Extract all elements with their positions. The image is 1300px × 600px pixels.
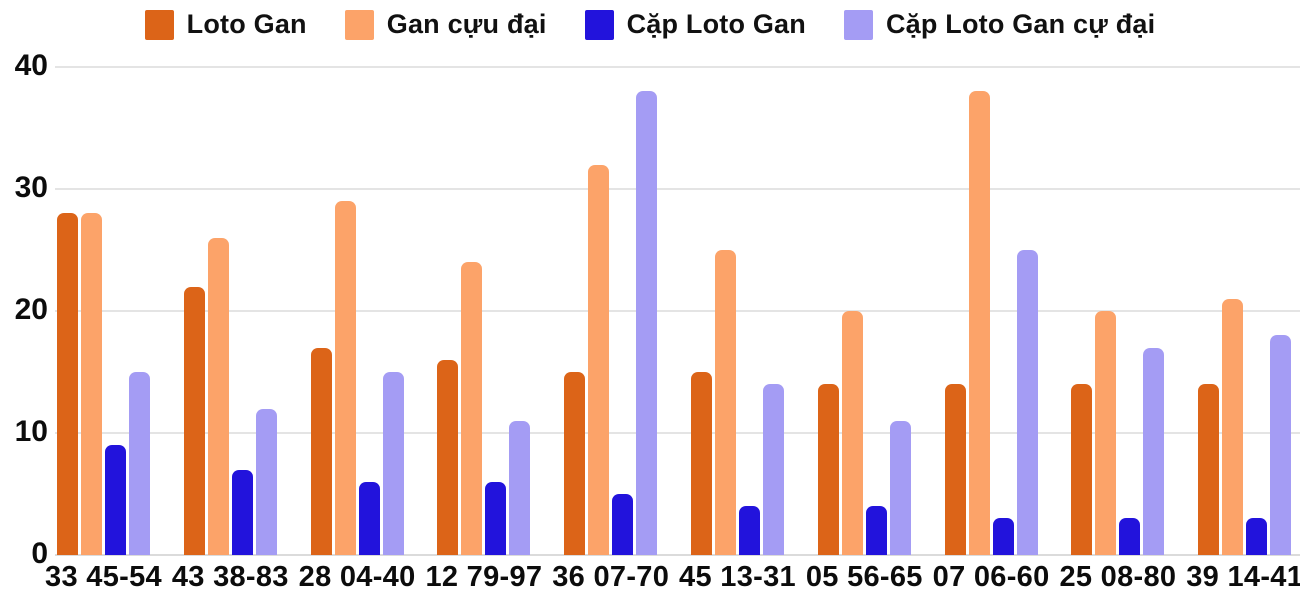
y-axis-label-30: 30 [14, 170, 48, 204]
bar-series2-group8 [1119, 518, 1141, 555]
legend-item-0[interactable]: Loto Gan [144, 9, 307, 40]
gridline-40 [55, 66, 1300, 68]
x-axis-label-6: 05 56-65 [805, 561, 923, 593]
legend-swatch-1 [344, 9, 374, 40]
bar-series1-group7 [968, 91, 990, 555]
y-axis-label-10: 10 [14, 414, 48, 448]
legend-item-2[interactable]: Cặp Loto Gan [584, 9, 806, 40]
x-axis-label-4: 36 07-70 [552, 561, 670, 593]
bar-series2-group2 [358, 481, 380, 555]
legend-item-3[interactable]: Cặp Loto Gan cự đại [843, 9, 1156, 40]
bar-group-7 [944, 91, 1038, 555]
bar-series3-group9 [1270, 335, 1292, 555]
bar-series0-group1 [183, 286, 205, 555]
bar-series3-group7 [1016, 250, 1038, 555]
x-axis-label-0: 33 45-54 [45, 561, 162, 593]
bar-series1-group2 [334, 201, 356, 555]
x-axis-label-5: 45 13-31 [679, 561, 796, 593]
bar-series1-group6 [841, 311, 863, 555]
bar-series1-group9 [1222, 298, 1244, 555]
gridline-0 [55, 554, 1300, 556]
bar-series3-group8 [1143, 347, 1165, 555]
bar-series3-group5 [763, 384, 784, 555]
bar-series2-group0 [105, 445, 126, 555]
gridline-10 [55, 432, 1300, 434]
legend-label-2: Cặp Loto Gan [626, 9, 806, 39]
bar-series0-group9 [1198, 384, 1220, 555]
bar-series3-group4 [636, 91, 658, 555]
chart-legend: Loto Gan Gan cựu đại Cặp Loto Gan Cặp Loto … [0, 9, 1300, 40]
y-axis-label-40: 40 [14, 48, 48, 82]
bar-series2-group4 [612, 494, 634, 555]
x-axis-label-2: 28 04-40 [298, 561, 416, 593]
bar-series1-group1 [207, 237, 229, 555]
bar-series1-group3 [461, 262, 483, 555]
legend-label-1: Gan cựu đại [386, 9, 547, 39]
legend-label-3: Cặp Loto Gan cự đại [885, 9, 1156, 39]
bar-series0-group8 [1071, 384, 1093, 555]
gridline-30 [55, 188, 1300, 190]
bar-series1-group8 [1095, 311, 1117, 555]
bar-group-9 [1198, 298, 1292, 555]
bar-series3-group6 [889, 420, 911, 555]
bar-group-8 [1071, 311, 1165, 555]
bar-series0-group4 [564, 372, 586, 555]
bar-group-3 [437, 262, 531, 555]
bar-series1-group0 [81, 213, 102, 555]
gridline-20 [55, 310, 1300, 312]
legend-swatch-3 [843, 9, 873, 40]
bar-series0-group3 [437, 359, 459, 555]
bar-series2-group5 [739, 506, 760, 555]
bar-group-1 [183, 237, 277, 555]
bar-series2-group1 [231, 469, 253, 555]
bar-series2-group9 [1246, 518, 1268, 555]
x-axis-label-7: 07 06-60 [932, 561, 1050, 593]
bar-series2-group6 [865, 506, 887, 555]
legend-label-0: Loto Gan [186, 9, 307, 39]
bar-series0-group2 [310, 347, 332, 555]
bar-series3-group0 [129, 372, 150, 555]
x-axis-label-9: 39 14-41 [1186, 561, 1300, 593]
legend-swatch-0 [144, 9, 174, 40]
legend-item-1[interactable]: Gan cựu đại [344, 9, 547, 40]
bar-group-4 [564, 91, 658, 555]
y-axis-label-20: 20 [14, 292, 48, 326]
bar-series2-group7 [992, 518, 1014, 555]
x-axis-label-3: 12 79-97 [425, 561, 543, 593]
bar-series1-group4 [588, 164, 610, 555]
bar-series3-group1 [255, 408, 277, 555]
bar-group-6 [817, 311, 911, 555]
bar-series3-group3 [509, 420, 531, 555]
bar-group-0 [57, 213, 150, 555]
bar-series0-group5 [691, 372, 712, 555]
bar-series0-group0 [57, 213, 78, 555]
bar-series2-group3 [485, 481, 507, 555]
legend-swatch-2 [584, 9, 614, 40]
bar-group-5 [691, 250, 784, 555]
x-axis-label-1: 43 38-83 [171, 561, 289, 593]
bar-group-2 [310, 201, 404, 555]
bar-series3-group2 [382, 372, 404, 555]
bar-series0-group7 [944, 384, 966, 555]
bar-series0-group6 [817, 384, 839, 555]
x-axis-label-8: 25 08-80 [1059, 561, 1177, 593]
y-axis-label-0: 0 [31, 536, 48, 570]
bar-series1-group5 [715, 250, 736, 555]
